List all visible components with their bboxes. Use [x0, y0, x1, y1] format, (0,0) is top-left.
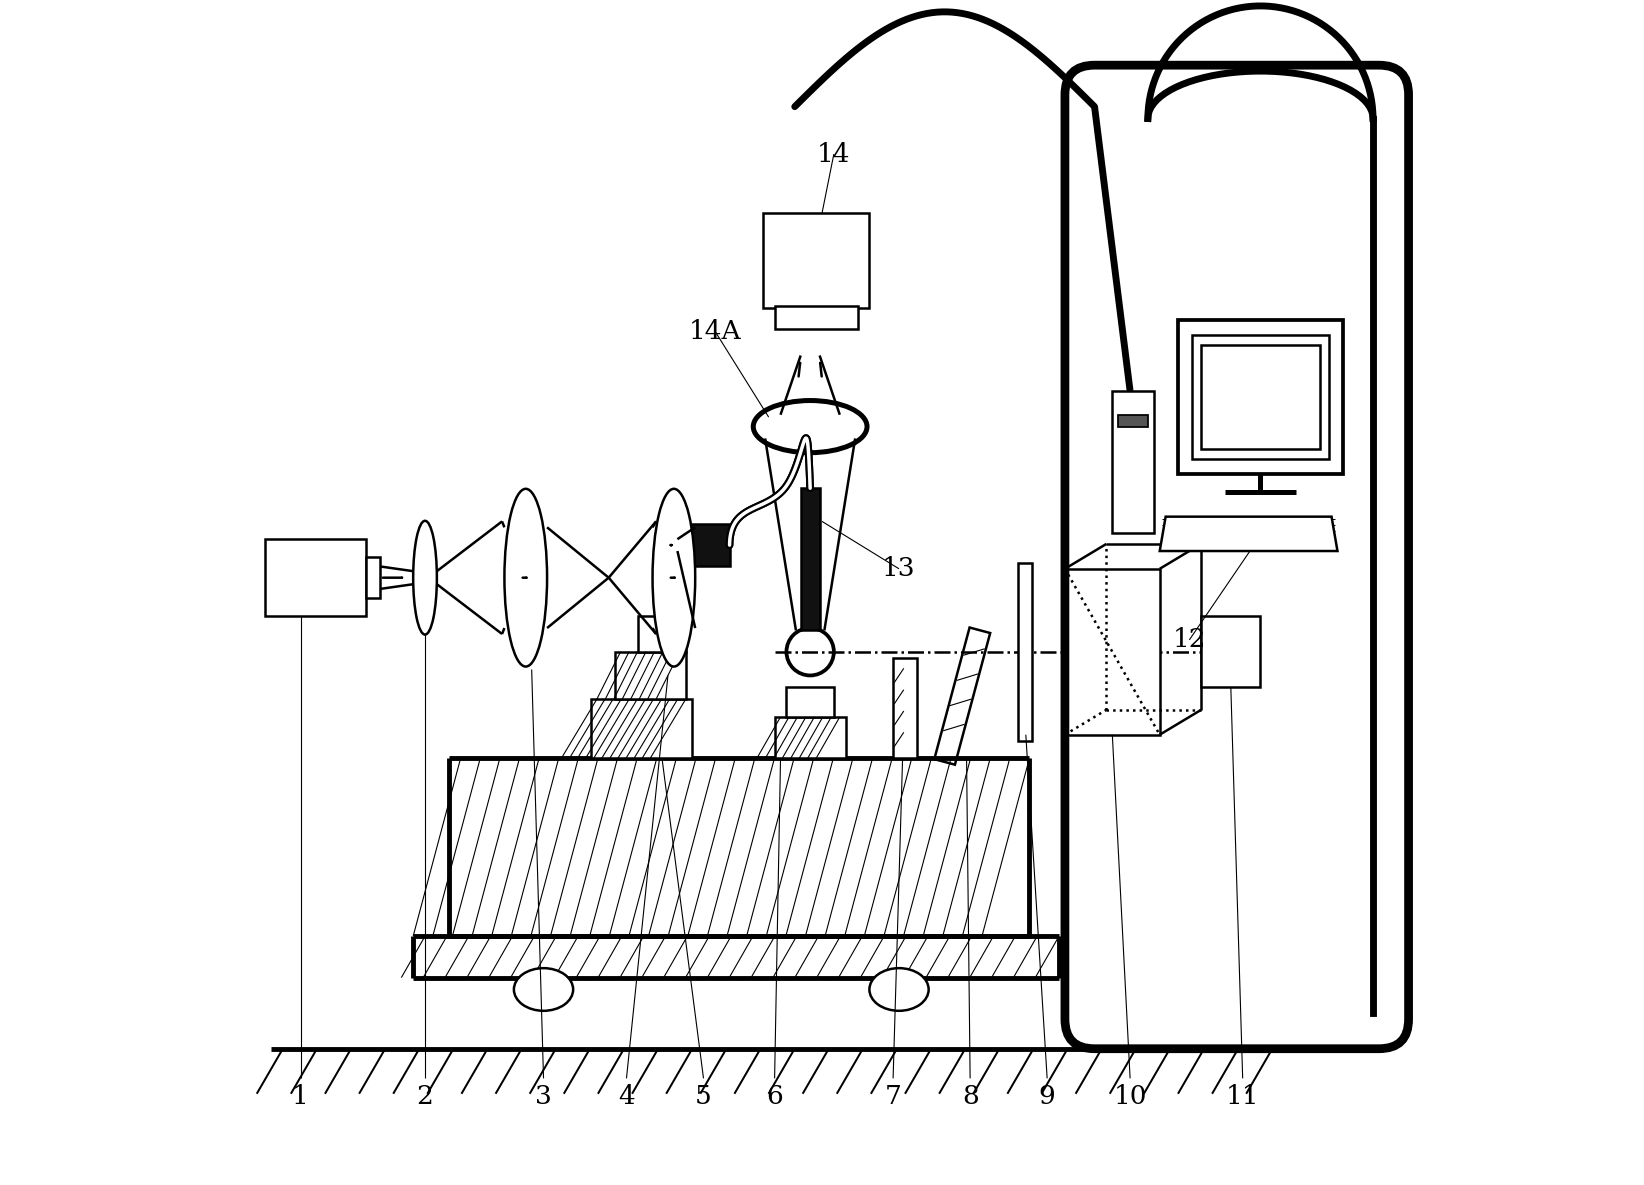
Text: 2: 2 — [416, 1083, 434, 1109]
Bar — [1113, 391, 1154, 533]
Bar — [638, 616, 686, 652]
Text: 14: 14 — [817, 141, 850, 167]
Bar — [677, 524, 730, 566]
Bar — [1065, 569, 1159, 735]
Text: 8: 8 — [962, 1083, 978, 1109]
Ellipse shape — [870, 968, 929, 1011]
Bar — [1118, 415, 1148, 427]
Text: 14A: 14A — [689, 319, 741, 345]
Text: 1: 1 — [293, 1083, 309, 1109]
Bar — [1202, 345, 1320, 449]
Bar — [893, 658, 917, 758]
Ellipse shape — [505, 488, 547, 666]
Ellipse shape — [413, 520, 437, 635]
Ellipse shape — [753, 401, 866, 453]
Ellipse shape — [786, 628, 834, 675]
Text: 3: 3 — [534, 1083, 552, 1109]
Bar — [365, 557, 380, 598]
Text: 13: 13 — [883, 556, 916, 582]
Text: 4: 4 — [618, 1083, 635, 1109]
Ellipse shape — [653, 488, 695, 666]
Bar — [615, 652, 686, 699]
Text: 6: 6 — [766, 1083, 783, 1109]
Bar — [1192, 335, 1330, 459]
Text: 11: 11 — [1226, 1083, 1259, 1109]
Bar — [590, 699, 692, 758]
Bar — [801, 488, 820, 630]
Text: 9: 9 — [1039, 1083, 1055, 1109]
Text: 12: 12 — [1172, 627, 1207, 653]
Polygon shape — [1159, 517, 1338, 551]
Bar — [1018, 563, 1032, 741]
Text: 5: 5 — [695, 1083, 712, 1109]
Bar — [1177, 320, 1343, 474]
Ellipse shape — [515, 968, 574, 1011]
Bar — [265, 539, 365, 616]
Bar — [774, 306, 858, 329]
Text: 10: 10 — [1113, 1083, 1148, 1109]
Text: 7: 7 — [884, 1083, 901, 1109]
Bar — [1202, 616, 1261, 687]
Bar — [786, 687, 834, 717]
Bar — [763, 213, 870, 308]
Bar — [774, 717, 845, 758]
Polygon shape — [934, 628, 990, 764]
